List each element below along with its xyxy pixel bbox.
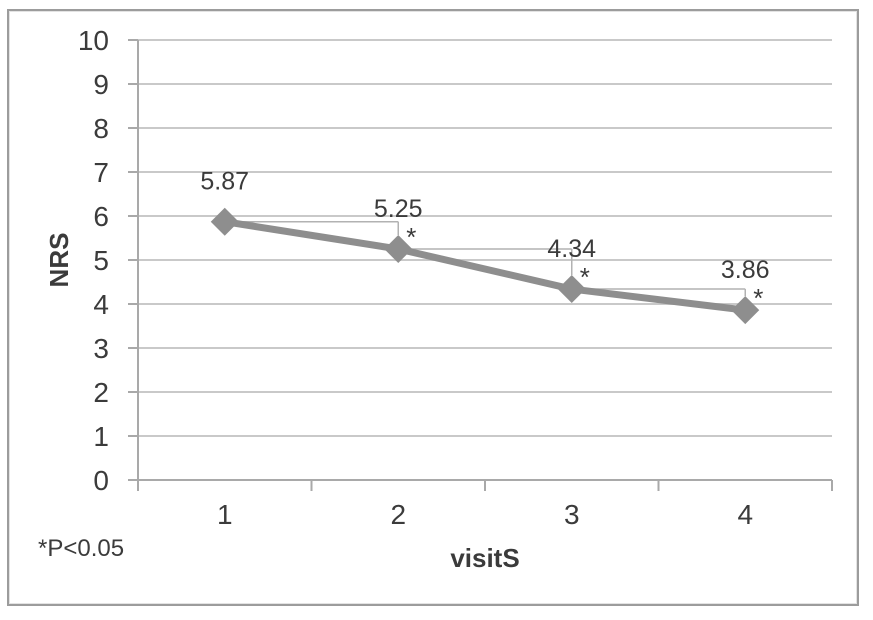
y-axis-tick-label: 10	[78, 25, 109, 56]
data-point-marker	[557, 275, 586, 304]
significance-asterisk: *	[406, 222, 416, 252]
significance-asterisk: *	[580, 262, 590, 292]
significance-footnote: *P<0.05	[38, 535, 124, 562]
axes-group	[128, 39, 833, 491]
y-axis-tick-label: 2	[93, 377, 109, 408]
y-axis-tick-label: 8	[93, 113, 109, 144]
y-axis-tick-label: 7	[93, 157, 109, 188]
data-point-marker	[210, 207, 239, 236]
x-axis-title: visitS	[450, 543, 519, 573]
y-axis-tick-label: 6	[93, 201, 109, 232]
data-point-label: 4.34	[547, 235, 596, 263]
series-group	[210, 207, 760, 325]
significance-asterisk: *	[753, 283, 763, 313]
x-axis-tick-label: 3	[564, 499, 580, 530]
nrs-series-line	[224, 218, 746, 314]
y-axis-title: NRS	[44, 233, 74, 288]
x-axis-tick-label: 1	[217, 499, 233, 530]
x-axis-tick-label: 4	[737, 499, 753, 530]
data-point-marker	[384, 235, 413, 263]
y-axis-tick-label: 0	[93, 465, 109, 496]
y-axis-tick-label: 3	[93, 333, 109, 364]
y-axis-tick-label: 4	[93, 289, 109, 320]
y-axis-tick-label: 9	[93, 69, 109, 100]
y-axis-tick-label: 1	[93, 421, 109, 452]
x-axis-tick-label: 2	[390, 499, 406, 530]
data-point-label: 5.87	[200, 168, 249, 196]
data-point-label: 3.86	[721, 256, 770, 284]
data-point-label: 5.25	[374, 195, 423, 223]
data-point-marker	[731, 296, 760, 325]
y-axis-tick-label: 5	[93, 245, 109, 276]
